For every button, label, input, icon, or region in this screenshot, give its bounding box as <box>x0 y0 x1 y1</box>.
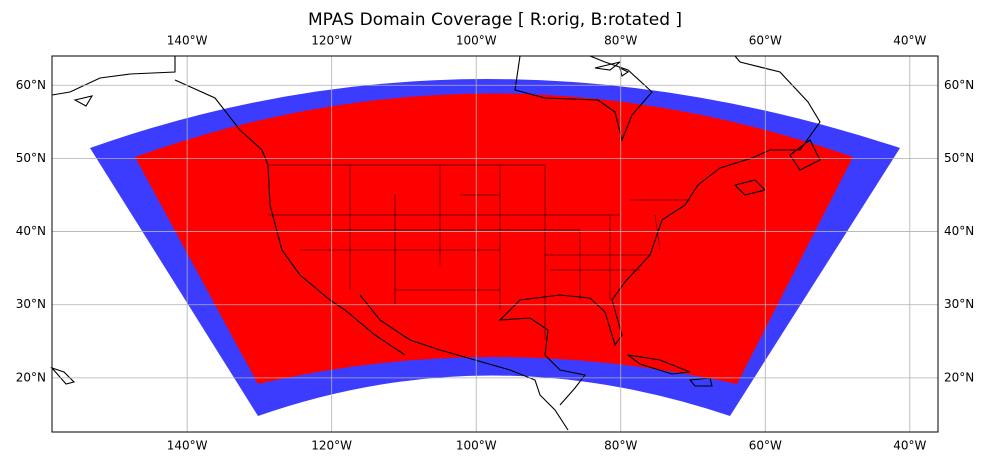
state-border <box>268 164 690 340</box>
x-tick-label: 120°W <box>311 439 352 453</box>
state-borders <box>268 164 690 340</box>
x-tick-label: 140°W <box>167 34 208 48</box>
y-tick-label: 60°N <box>944 78 974 92</box>
map-title: MPAS Domain Coverage [ R:orig, B:rotated… <box>308 10 682 30</box>
x-tick-label: 140°W <box>167 439 208 453</box>
x-tick-label: 100°W <box>456 34 497 48</box>
grid <box>52 56 938 432</box>
hudson-bay <box>514 55 653 142</box>
x-tick-label: 40°W <box>893 34 926 48</box>
y-tick-label: 20°N <box>16 370 46 384</box>
x-tick-label: 80°W <box>604 34 637 48</box>
y-tick-label: 40°N <box>16 224 46 238</box>
y-tick-label: 20°N <box>944 370 974 384</box>
x-tick-label: 60°W <box>749 439 782 453</box>
x-tick-label: 60°W <box>749 34 782 48</box>
hawaii <box>50 366 76 385</box>
y-tick-label: 50°N <box>944 151 974 165</box>
y-tick-label: 60°N <box>16 78 46 92</box>
coastline <box>51 55 821 431</box>
y-tick-label: 40°N <box>944 224 974 238</box>
x-tick-label: 80°W <box>604 439 637 453</box>
y-tick-label: 30°N <box>16 297 46 311</box>
domain-shapes <box>90 79 900 416</box>
x-tick-label: 100°W <box>456 439 497 453</box>
x-tick-label: 120°W <box>311 34 352 48</box>
coastlines <box>50 55 821 431</box>
map-frame <box>51 55 939 433</box>
y-tick-label: 30°N <box>944 297 974 311</box>
cuba <box>627 354 713 387</box>
original-domain <box>135 93 853 384</box>
y-tick-label: 50°N <box>16 151 46 165</box>
x-tick-label: 40°W <box>893 439 926 453</box>
